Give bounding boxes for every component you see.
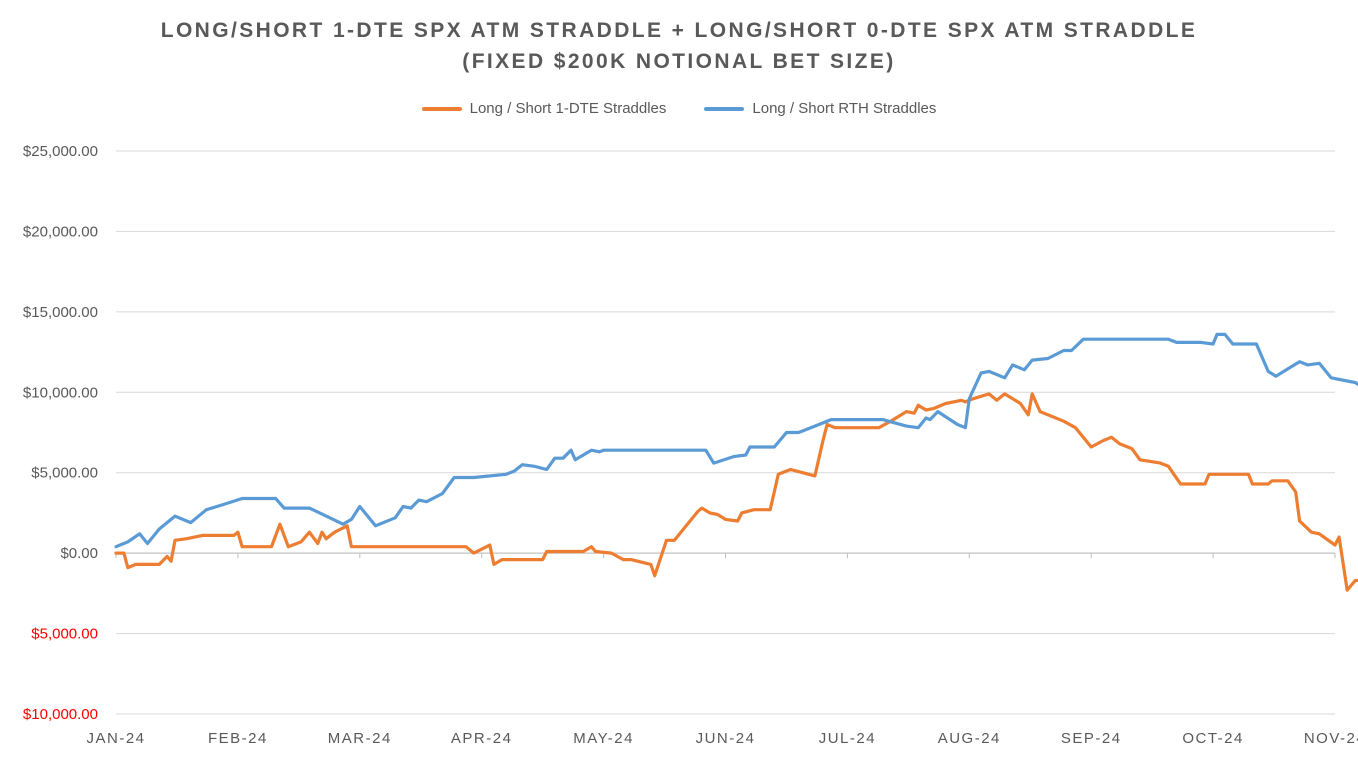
chart-subtitle: (FIXED $200K NOTIONAL BET SIZE) (462, 50, 896, 73)
x-tick-label-9: OCT-24 (1182, 730, 1244, 747)
x-tick-label-1: FEB-24 (208, 730, 268, 747)
legend-item-1dte: Long / Short 1-DTE Straddles (421, 100, 667, 117)
legend-swatch-rth (704, 106, 745, 111)
y-tick-label-4: $5,000.00 (31, 465, 98, 482)
x-tick-label-2: MAR-24 (328, 730, 392, 747)
y-tick-label-7: $10,000.00 (23, 706, 98, 723)
x-tick-label-5: JUN-24 (696, 730, 756, 747)
chart-title: LONG/SHORT 1-DTE SPX ATM STRADDLE + LONG… (160, 19, 1198, 42)
x-axis: JAN-24 FEB-24 MAR-24 APR-24 MAY-24 JUN-24 JUL-… (86, 552, 1358, 747)
gridlines (116, 150, 1335, 715)
series-line-rth (114, 332, 1358, 549)
legend-item-rth: Long / Short RTH Straddles (704, 100, 936, 117)
x-tick-label-3: APR-24 (451, 730, 513, 747)
x-tick-label-0: JAN-24 (86, 730, 145, 747)
y-tick-label-3: $10,000.00 (23, 384, 98, 401)
x-tick-label-4: MAY-24 (573, 730, 634, 747)
legend-label-rth: Long / Short RTH Straddles (752, 100, 937, 117)
y-tick-label-2: $15,000.00 (23, 304, 98, 321)
y-tick-label-0: $25,000.00 (23, 143, 98, 160)
y-tick-label-5: $0.00 (60, 545, 98, 562)
legend: Long / Short 1-DTE Straddles Long / Shor… (0, 100, 1358, 117)
x-tick-label-7: AUG-24 (938, 730, 1001, 747)
x-tick-label-8: SEP-24 (1061, 730, 1122, 747)
y-axis: $25,000.00 $20,000.00 $15,000.00 $10,000.00… (23, 143, 98, 723)
x-tick-label-10: NOV-24 (1304, 730, 1358, 747)
x-tick-label-6: JUL-24 (819, 730, 876, 747)
y-tick-label-6: $5,000.00 (31, 626, 98, 643)
y-tick-label-1: $20,000.00 (23, 223, 98, 240)
series-line-1dte (114, 392, 1358, 592)
series-lines (114, 332, 1358, 592)
legend-label-1dte: Long / Short 1-DTE Straddles (469, 100, 667, 117)
legend-swatch-1dte (421, 106, 462, 111)
